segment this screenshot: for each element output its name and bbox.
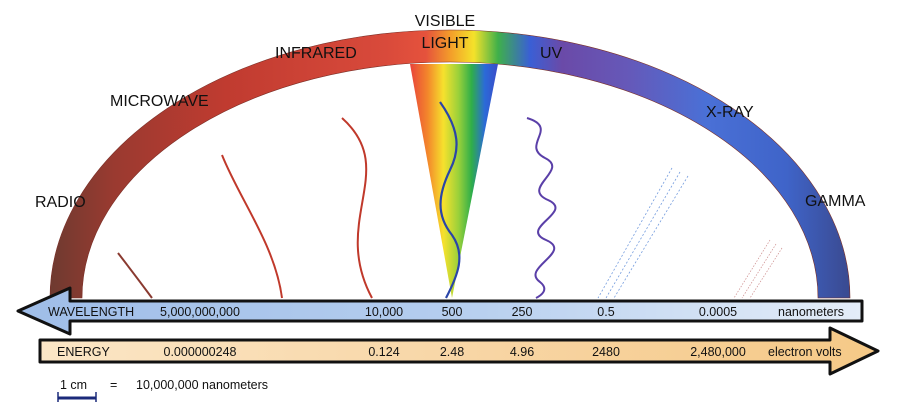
wavelength-value: 5,000,000,000: [160, 305, 240, 319]
wavelength-value: 0.5: [597, 305, 614, 319]
wavelength-value: 500: [442, 305, 463, 319]
energy-unit: electron volts: [768, 345, 842, 359]
label-visible-line1: VISIBLE: [415, 13, 475, 30]
microwave-wave: [221, 154, 283, 299]
infrared-wave: [341, 117, 373, 299]
scale-value: 10,000,000 nanometers: [136, 378, 268, 392]
visible-light-wedge: [410, 64, 498, 298]
energy-arrow: [38, 326, 880, 376]
gamma-wave: [733, 239, 783, 299]
wavelength-value: 0.0005: [699, 305, 737, 319]
scale-length: 1 cm: [60, 378, 87, 392]
label-infrared: INFRARED: [275, 45, 357, 62]
label-xray: X-RAY: [706, 104, 754, 121]
label-gamma: GAMMA: [805, 193, 866, 210]
label-radio: RADIO: [35, 194, 86, 211]
wavelength-arrow: [16, 286, 864, 336]
visible-light-wave: [439, 101, 461, 299]
label-microwave: MICROWAVE: [110, 93, 209, 110]
scale-equals: =: [110, 378, 117, 392]
label-visible-line2: LIGHT: [421, 35, 468, 52]
label-uv: UV: [540, 45, 563, 62]
energy-value: 0.000000248: [164, 345, 237, 359]
energy-label: ENERGY: [57, 345, 110, 359]
wavelength-unit: nanometers: [778, 305, 844, 319]
xray-wave: [597, 167, 689, 299]
energy-value: 0.124: [368, 345, 399, 359]
scale-bar: [57, 392, 97, 402]
radio-wave: [117, 252, 153, 299]
spectrum-arc: [49, 29, 851, 299]
energy-value: 4.96: [510, 345, 534, 359]
wavelength-value: 250: [512, 305, 533, 319]
energy-value: 2480: [592, 345, 620, 359]
wavelength-label: WAVELENGTH: [48, 305, 134, 319]
energy-value: 2,480,000: [690, 345, 746, 359]
uv-wave: [526, 117, 557, 299]
energy-value: 2.48: [440, 345, 464, 359]
wavelength-value: 10,000: [365, 305, 403, 319]
